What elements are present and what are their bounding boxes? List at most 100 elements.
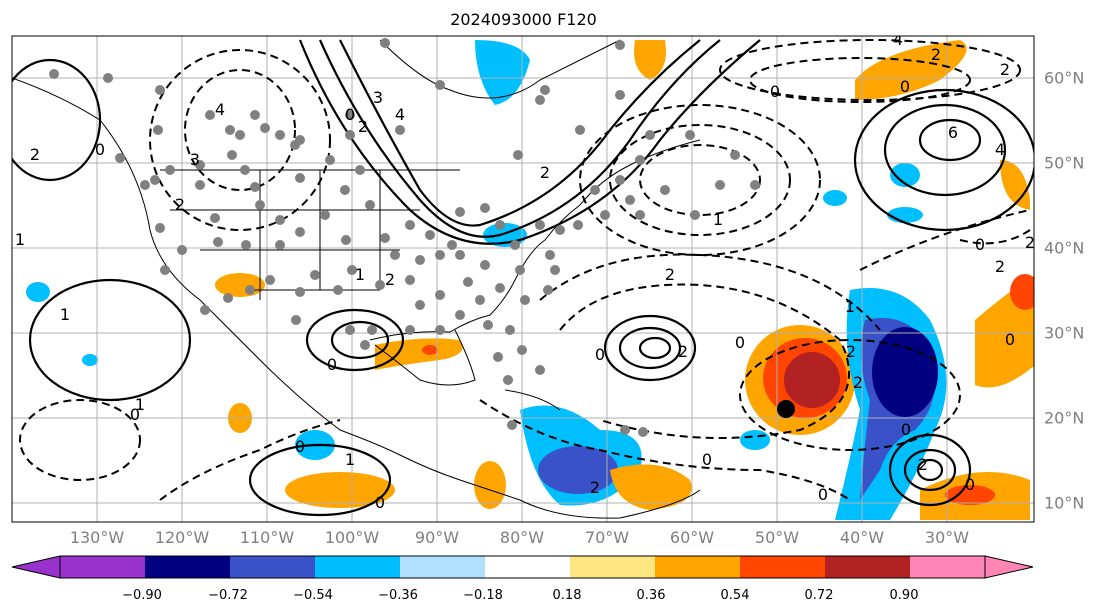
contour-label: 0 xyxy=(295,437,305,456)
contour-label: 1 xyxy=(355,265,365,284)
contour-label: 0 xyxy=(901,420,911,439)
contour-label: 1 xyxy=(60,305,70,324)
contour-label: 1 xyxy=(713,210,723,229)
lon-label: 50°W xyxy=(754,528,800,547)
colorbar-tick: −0.18 xyxy=(463,588,503,603)
positive-anomaly xyxy=(634,40,666,80)
contour-label: 1 xyxy=(135,395,145,414)
colorbar-bin xyxy=(910,556,985,578)
contour-label: 2 xyxy=(995,257,1005,276)
contour-label: 0 xyxy=(965,475,975,494)
contour-label: 0 xyxy=(818,485,828,504)
contour-label: 2 xyxy=(385,270,395,289)
colorbar-tick: −0.72 xyxy=(208,588,248,603)
lat-label: 40°N xyxy=(1044,238,1085,258)
colorbar-bin xyxy=(655,556,740,578)
contour-label: 4 xyxy=(215,100,225,119)
negative-anomaly xyxy=(740,430,770,450)
station-dots xyxy=(49,38,760,437)
colorbar-tick: 0.72 xyxy=(804,588,834,603)
contour-label: 1 xyxy=(15,230,25,249)
contour-label: 0 xyxy=(345,105,355,124)
colorbar-tick: 0.36 xyxy=(636,588,666,603)
contour-label: 0 xyxy=(770,82,780,101)
positive-anomaly xyxy=(610,464,692,510)
contour-label: 2 xyxy=(358,117,368,136)
contour-label: 1 xyxy=(345,450,355,469)
lat-label: 30°N xyxy=(1044,323,1085,343)
lon-label: 30°W xyxy=(924,528,970,547)
lon-label: 120°W xyxy=(154,528,210,547)
contour-label: 2 xyxy=(665,265,675,284)
positive-anomaly xyxy=(784,352,840,408)
map-frame xyxy=(11,35,1035,523)
colorbar-bin xyxy=(485,556,570,578)
positive-anomaly xyxy=(1000,160,1030,210)
contour-solid xyxy=(12,39,1034,517)
contour-label: 2 xyxy=(590,478,600,497)
positive-anomaly xyxy=(215,273,265,297)
contour-label: 2 xyxy=(678,342,688,361)
lon-label: 100°W xyxy=(324,528,380,547)
contour-label: 0 xyxy=(900,77,910,96)
colorbar-bin xyxy=(60,556,145,578)
positive-anomaly xyxy=(945,485,995,505)
contour-label: 0 xyxy=(130,405,140,424)
map-title: 2024093000 F120 xyxy=(450,10,597,29)
contour-label: 4 xyxy=(893,30,903,49)
contour-label: 2 xyxy=(931,45,941,64)
lon-label: 110°W xyxy=(239,528,295,547)
contour-label: 2 xyxy=(918,455,928,474)
contour-label: 2 xyxy=(853,373,863,392)
contour-label: 0 xyxy=(595,345,605,364)
colorbar-extend-low xyxy=(11,555,61,579)
contour-dashed xyxy=(19,39,1031,501)
lon-label: 130°W xyxy=(69,528,125,547)
colorbar-bin xyxy=(315,556,400,578)
contour-label: 0 xyxy=(375,493,385,512)
lon-label: 80°W xyxy=(499,528,545,547)
contour-label: 3 xyxy=(373,88,383,107)
colorbar-tick: −0.54 xyxy=(293,588,333,603)
lat-label: 50°N xyxy=(1044,153,1085,173)
negative-anomaly xyxy=(538,446,618,494)
lat-label: 20°N xyxy=(1044,408,1085,428)
colorbar-bin xyxy=(825,556,910,578)
lat-label: 10°N xyxy=(1044,493,1085,513)
contour-label: 0 xyxy=(95,140,105,159)
contour-label: 2 xyxy=(1000,60,1010,79)
negative-anomaly xyxy=(890,163,920,187)
colorbar-extend-high xyxy=(984,555,1034,579)
negative-anomaly xyxy=(872,327,938,417)
contour-label: 0 xyxy=(975,235,985,254)
contour-label: 0 xyxy=(1005,330,1015,349)
positive-anomaly xyxy=(422,345,438,355)
colorbar-bin xyxy=(230,556,315,578)
colorbar xyxy=(11,555,1034,579)
positive-anomaly xyxy=(1010,274,1034,310)
contour-labels: 2 0 4 3 2 1 0 2 3 2 1 0 2 2 0 0 1 2 2 0 … xyxy=(15,30,1035,512)
lon-label: 70°W xyxy=(584,528,630,547)
contour-label: 2 xyxy=(175,195,185,214)
contour-label: 0 xyxy=(702,450,712,469)
colorbar-bin xyxy=(145,556,230,578)
anomaly-fills xyxy=(26,40,1034,520)
contour-label: 2 xyxy=(1025,233,1035,252)
contour-label: 4 xyxy=(995,140,1005,159)
positive-anomaly xyxy=(285,472,395,508)
negative-anomaly xyxy=(823,190,847,206)
contour-label: 4 xyxy=(395,105,405,124)
lon-label: 90°W xyxy=(414,528,460,547)
lat-label: 60°N xyxy=(1044,68,1085,88)
colorbar-bin xyxy=(740,556,825,578)
colorbar-bin xyxy=(400,556,485,578)
colorbar-bin xyxy=(570,556,655,578)
contour-label: 2 xyxy=(30,145,40,164)
contour-label: 6 xyxy=(948,123,958,142)
negative-anomaly xyxy=(26,282,50,302)
contour-label: 0 xyxy=(735,333,745,352)
contour-label: 1 xyxy=(845,297,855,316)
storm-position-marker xyxy=(777,400,795,418)
positive-anomaly xyxy=(855,40,967,100)
